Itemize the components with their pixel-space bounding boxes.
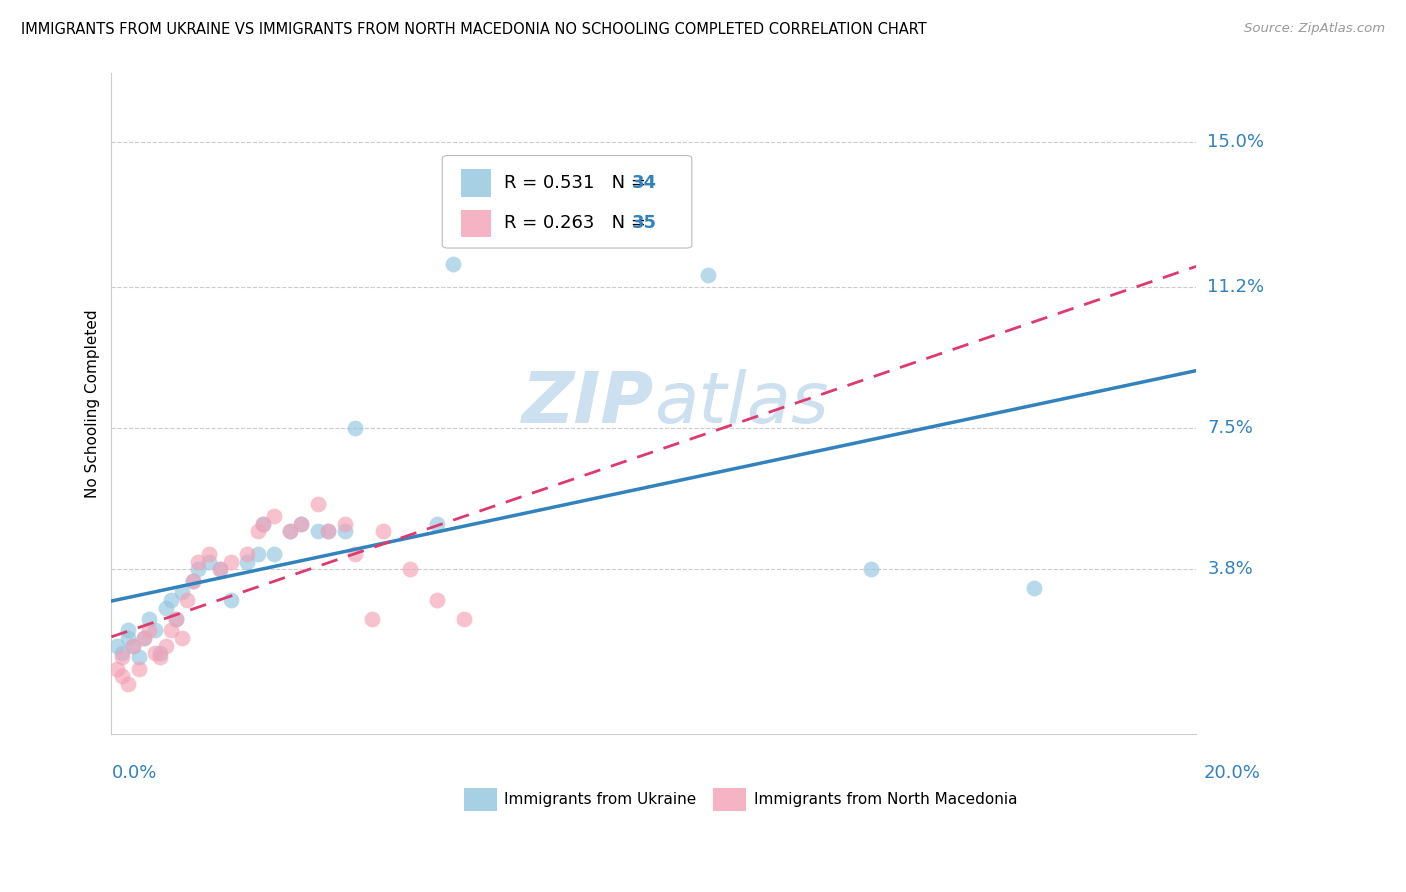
FancyBboxPatch shape [443, 155, 692, 248]
Text: R = 0.531   N =: R = 0.531 N = [505, 174, 652, 192]
Point [263, 547, 285, 561]
Point [111, 669, 134, 683]
Point [166, 612, 188, 626]
Point [246, 547, 269, 561]
Point [263, 508, 285, 523]
Point [117, 631, 139, 645]
Point [219, 555, 242, 569]
Point [859, 562, 882, 576]
Text: atlas: atlas [654, 368, 828, 438]
Point [138, 612, 160, 626]
Point [236, 547, 259, 561]
FancyBboxPatch shape [713, 788, 747, 812]
Point [252, 516, 274, 531]
Point [105, 639, 128, 653]
Point [344, 547, 367, 561]
Point [371, 524, 394, 538]
Point [111, 646, 134, 660]
Point [170, 631, 193, 645]
Text: 3.8%: 3.8% [1208, 560, 1253, 578]
Point [290, 516, 312, 531]
Point [155, 600, 177, 615]
Point [117, 677, 139, 691]
Point [160, 593, 183, 607]
Point [149, 650, 172, 665]
Point [426, 516, 449, 531]
Text: R = 0.263   N =: R = 0.263 N = [505, 214, 652, 232]
Text: 20.0%: 20.0% [1204, 764, 1260, 782]
Point [360, 612, 382, 626]
FancyBboxPatch shape [464, 788, 496, 812]
Point [149, 646, 172, 660]
Point [122, 639, 145, 653]
Text: 15.0%: 15.0% [1208, 133, 1264, 151]
Text: Immigrants from Ukraine: Immigrants from Ukraine [505, 792, 696, 807]
Point [198, 555, 221, 569]
Point [280, 524, 302, 538]
Point [208, 562, 231, 576]
Point [453, 612, 475, 626]
Point [143, 646, 166, 660]
Point [160, 624, 183, 638]
Point [132, 631, 155, 645]
Point [198, 547, 221, 561]
Point [219, 593, 242, 607]
Point [143, 624, 166, 638]
FancyBboxPatch shape [461, 210, 491, 237]
Point [187, 562, 209, 576]
Point [187, 555, 209, 569]
Point [333, 524, 356, 538]
Point [170, 585, 193, 599]
Point [1022, 582, 1045, 596]
Text: Immigrants from North Macedonia: Immigrants from North Macedonia [754, 792, 1017, 807]
Point [117, 624, 139, 638]
Point [105, 662, 128, 676]
Point [181, 574, 204, 588]
Point [128, 662, 150, 676]
Point [236, 555, 259, 569]
Point [280, 524, 302, 538]
Point [155, 639, 177, 653]
Point [132, 631, 155, 645]
Point [181, 574, 204, 588]
Point [307, 498, 329, 512]
Point [166, 612, 188, 626]
Point [307, 524, 329, 538]
Point [252, 516, 274, 531]
Point [138, 624, 160, 638]
Text: 35: 35 [633, 214, 657, 232]
Point [441, 257, 464, 271]
Point [128, 650, 150, 665]
Point [246, 524, 269, 538]
Point [176, 593, 198, 607]
Point [318, 524, 340, 538]
Text: 11.2%: 11.2% [1208, 277, 1264, 296]
FancyBboxPatch shape [461, 169, 491, 196]
Text: IMMIGRANTS FROM UKRAINE VS IMMIGRANTS FROM NORTH MACEDONIA NO SCHOOLING COMPLETE: IMMIGRANTS FROM UKRAINE VS IMMIGRANTS FR… [21, 22, 927, 37]
Text: 34: 34 [633, 174, 657, 192]
Y-axis label: No Schooling Completed: No Schooling Completed [86, 309, 100, 498]
Point [208, 562, 231, 576]
Point [344, 421, 367, 435]
Point [398, 562, 420, 576]
Point [426, 593, 449, 607]
Text: ZIP: ZIP [522, 368, 654, 438]
Text: Source: ZipAtlas.com: Source: ZipAtlas.com [1244, 22, 1385, 36]
Text: 0.0%: 0.0% [111, 764, 157, 782]
Point [697, 268, 720, 283]
Point [122, 639, 145, 653]
Point [318, 524, 340, 538]
Text: 7.5%: 7.5% [1208, 419, 1253, 437]
Point [290, 516, 312, 531]
Point [111, 650, 134, 665]
Point [333, 516, 356, 531]
